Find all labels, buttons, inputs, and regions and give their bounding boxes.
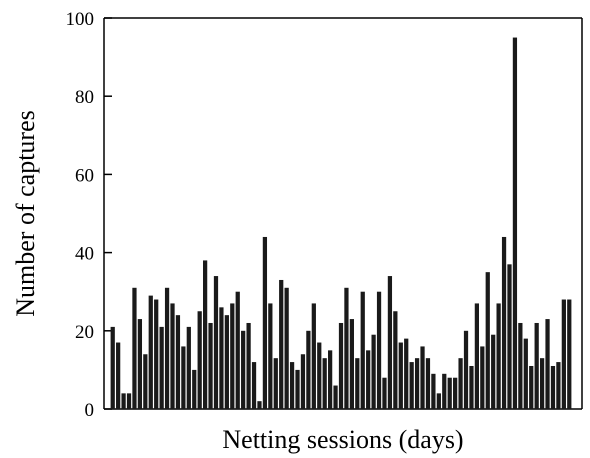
bar-49 <box>371 334 376 409</box>
bar-65 <box>458 358 463 409</box>
bar-63 <box>447 377 452 409</box>
bar-10 <box>159 326 164 409</box>
bar-36 <box>300 354 306 409</box>
bar-78 <box>529 365 534 409</box>
bar-54 <box>398 342 403 409</box>
bar-17 <box>197 311 202 409</box>
bar-5 <box>132 287 137 409</box>
y-tick-label-40: 40 <box>75 244 94 265</box>
bar-47 <box>360 291 365 409</box>
bar-48 <box>366 350 371 409</box>
bar-58 <box>420 346 425 409</box>
bar-69 <box>480 346 485 409</box>
bar-41 <box>328 350 333 409</box>
bar-81 <box>545 319 550 409</box>
bar-32 <box>279 279 284 409</box>
bar-11 <box>164 287 170 409</box>
bar-42 <box>333 385 338 409</box>
bar-57 <box>414 358 420 409</box>
bar-51 <box>382 377 387 409</box>
bar-7 <box>143 354 148 409</box>
bar-56 <box>409 362 414 409</box>
bar-40 <box>322 358 327 409</box>
bar-3 <box>121 393 126 409</box>
bar-44 <box>344 287 349 409</box>
bar-4 <box>126 393 132 409</box>
bar-13 <box>175 315 181 409</box>
bar-66 <box>463 330 469 409</box>
bar-26 <box>246 322 251 409</box>
bar-6 <box>137 319 143 409</box>
bar-43 <box>338 322 344 409</box>
bar-37 <box>306 330 311 409</box>
bar-8 <box>148 295 153 409</box>
bar-62 <box>442 373 447 409</box>
bar-64 <box>453 377 458 409</box>
bar-68 <box>474 303 479 409</box>
bar-67 <box>469 365 474 409</box>
bar-39 <box>317 342 322 409</box>
bar-46 <box>355 358 360 409</box>
bar-76 <box>518 322 523 409</box>
bar-30 <box>268 303 273 409</box>
y-tick-label-100: 100 <box>66 9 95 30</box>
bar-55 <box>404 338 409 409</box>
bar-45 <box>349 319 354 409</box>
bar-70 <box>485 272 490 409</box>
bar-60 <box>431 373 436 409</box>
bar-74 <box>507 264 512 409</box>
bar-75 <box>512 37 518 410</box>
bar-50 <box>376 291 382 409</box>
bar-9 <box>154 299 159 409</box>
bar-73 <box>501 236 507 409</box>
bar-34 <box>289 362 295 409</box>
bar-77 <box>523 338 528 409</box>
bar-29 <box>262 236 268 409</box>
bar-28 <box>257 401 262 409</box>
bar-24 <box>235 291 240 409</box>
bar-85 <box>567 299 572 409</box>
bar-16 <box>192 369 197 409</box>
bar-59 <box>425 358 431 409</box>
bar-22 <box>224 315 229 409</box>
bars <box>110 37 572 410</box>
bar-84 <box>561 299 566 409</box>
bar-72 <box>496 303 501 409</box>
bar-80 <box>539 358 545 409</box>
bar-33 <box>284 287 289 409</box>
y-axis-label: Number of captures <box>11 110 40 316</box>
bar-79 <box>534 322 539 409</box>
bar-38 <box>311 303 316 409</box>
bar-12 <box>170 303 175 409</box>
bar-20 <box>213 276 219 409</box>
bar-71 <box>491 334 496 409</box>
x-axis-label: Netting sessions (days) <box>222 425 463 454</box>
bar-83 <box>556 362 561 409</box>
y-axis-ticks <box>104 17 112 410</box>
bar-1 <box>110 326 115 409</box>
bar-19 <box>208 322 213 409</box>
bar-53 <box>393 311 398 409</box>
bar-21 <box>219 307 224 409</box>
bar-14 <box>181 346 186 409</box>
bar-27 <box>251 362 257 409</box>
bar-31 <box>273 358 278 409</box>
bar-61 <box>436 393 441 409</box>
bar-15 <box>186 326 191 409</box>
y-axis-tick-labels: 0 20 40 60 80 100 <box>66 9 95 421</box>
bar-18 <box>203 260 208 409</box>
bar-25 <box>241 330 246 409</box>
bar-52 <box>387 276 393 409</box>
y-tick-label-20: 20 <box>75 322 94 343</box>
y-tick-label-80: 80 <box>75 87 94 108</box>
y-tick-label-60: 60 <box>75 165 94 186</box>
bar-82 <box>550 365 556 409</box>
bar-2 <box>116 342 121 409</box>
bar-23 <box>230 303 235 409</box>
bar-35 <box>295 369 300 409</box>
y-tick-label-0: 0 <box>85 400 95 421</box>
